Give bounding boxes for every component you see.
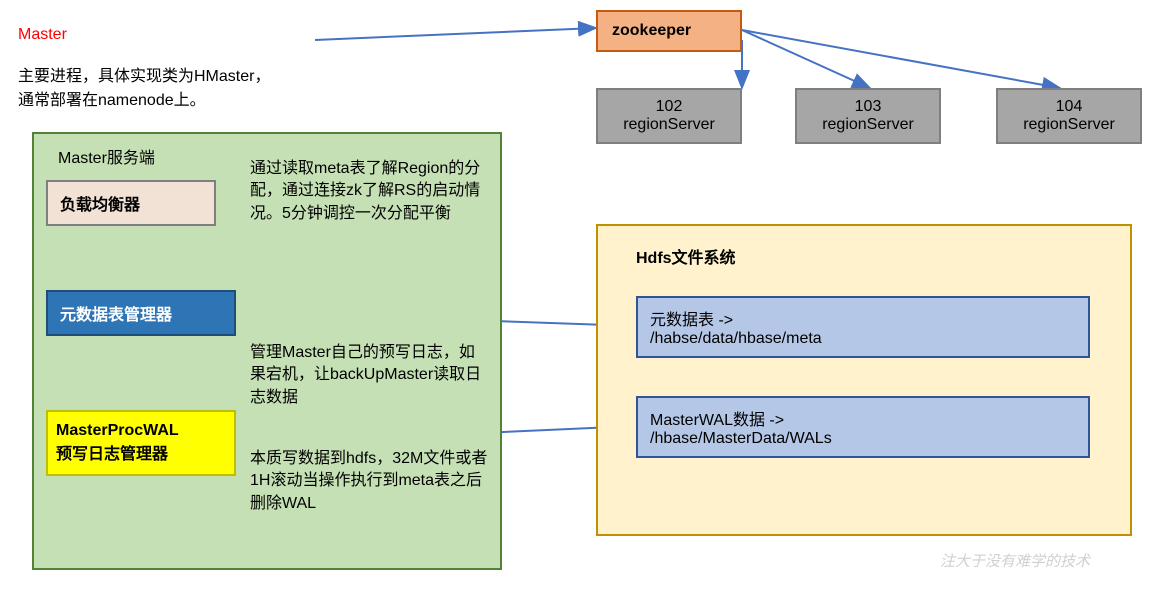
- header-text: Master 主要进程，具体实现类为HMaster， 通常部署在namenode…: [18, 8, 270, 128]
- description-wal-2: 本质写数据到hdfs，32M文件或者1H滚动当操作执行到meta表之后删除WAL: [250, 448, 490, 515]
- description-load-balancer: 通过读取meta表了解Region的分配，通过连接zk了解RS的启动情况。5分钟…: [250, 158, 490, 225]
- hdfs-panel: [596, 224, 1132, 536]
- region-server-102: 102 regionServer: [596, 88, 742, 144]
- meta-manager-label: 元数据表管理器: [60, 301, 172, 325]
- region-server-104: 104 regionServer: [996, 88, 1142, 144]
- rs-102-id: 102: [623, 98, 715, 116]
- hdfs-wal-box: MasterWAL数据 -> /hbase/MasterData/WALs: [636, 396, 1090, 458]
- rs-103-label: regionServer: [822, 116, 914, 134]
- load-balancer-label: 负载均衡器: [60, 191, 140, 215]
- region-server-103: 103 regionServer: [795, 88, 941, 144]
- hdfs-panel-title: Hdfs文件系统: [636, 244, 736, 268]
- hdfs-meta-box: 元数据表 -> /habse/data/hbase/meta: [636, 296, 1090, 358]
- hdfs-meta-line2: /habse/data/hbase/meta: [650, 330, 1076, 348]
- hdfs-meta-line1: 元数据表 ->: [650, 306, 1076, 330]
- hdfs-wal-line1: MasterWAL数据 ->: [650, 406, 1076, 430]
- hdfs-wal-line2: /hbase/MasterData/WALs: [650, 430, 1076, 448]
- rs-104-label: regionServer: [1023, 116, 1115, 134]
- meta-manager-box: 元数据表管理器: [46, 290, 236, 336]
- description-wal-1: 管理Master自己的预写日志，如果宕机，让backUpMaster读取日志数据: [250, 342, 490, 409]
- header-subtitle: 主要进程，具体实现类为HMaster， 通常部署在namenode上。: [18, 62, 270, 110]
- rs-103-id: 103: [822, 98, 914, 116]
- wal-manager-line2: 预写日志管理器: [56, 440, 179, 464]
- watermark-text: 注大于没有难学的技术: [940, 550, 1090, 571]
- load-balancer-box: 负载均衡器: [46, 180, 216, 226]
- rs-104-id: 104: [1023, 98, 1115, 116]
- header-title: Master: [18, 26, 270, 44]
- zookeeper-label: zookeeper: [612, 22, 691, 40]
- wal-manager-box: MasterProcWAL 预写日志管理器: [46, 410, 236, 476]
- rs-102-label: regionServer: [623, 116, 715, 134]
- zookeeper-box: zookeeper: [596, 10, 742, 52]
- wal-manager-line1: MasterProcWAL: [56, 422, 179, 440]
- master-panel-title: Master服务端: [58, 144, 155, 168]
